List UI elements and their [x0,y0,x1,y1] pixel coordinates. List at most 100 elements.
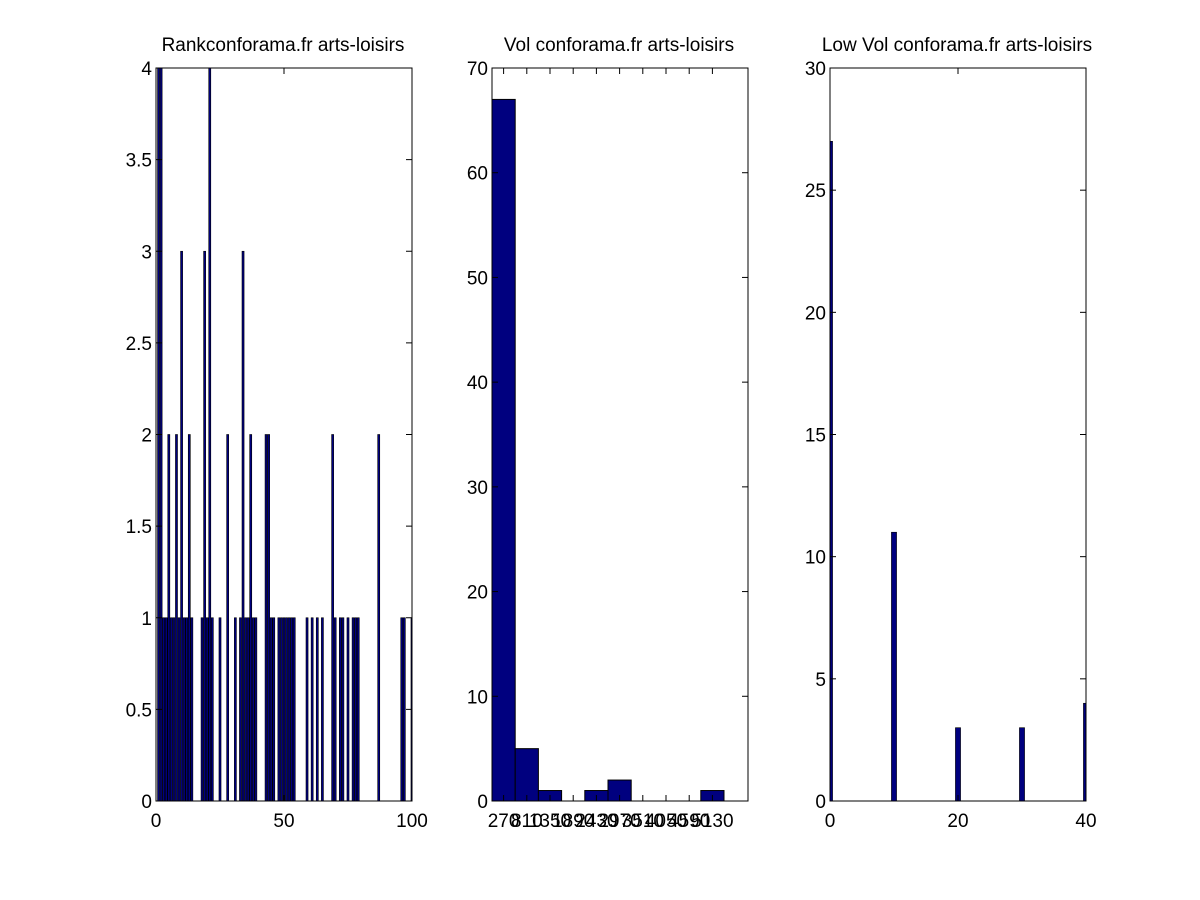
bar [955,727,961,802]
x-tick-label: 5130 [691,811,733,832]
bar [305,617,309,802]
y-tick-label: 2.5 [126,334,152,355]
bar [175,434,178,802]
y-tick-label: 3 [141,242,152,263]
bar [246,617,250,802]
y-tick-label: 10 [805,548,826,569]
bar [514,748,539,802]
y-tick-label: 20 [467,583,488,604]
subplot-vol-title: Vol conforama.fr arts-loisirs [504,35,734,56]
bar [254,617,258,802]
bar [205,617,209,802]
bar [333,617,337,802]
bar [177,617,181,802]
bar [203,250,206,802]
subplot-vol-ticks: 0102030405060702708101350189024302970351… [467,59,748,832]
bar [277,617,281,802]
subplot-vol: Vol conforama.fr arts-loisirs 0102030405… [467,35,749,832]
bar [239,617,242,802]
bar [164,617,168,802]
bar [187,434,191,802]
bar [251,617,255,802]
bar [356,617,360,802]
bar [310,617,314,802]
bar [244,617,247,802]
y-tick-label: 20 [805,303,826,324]
bar [162,617,166,802]
y-tick-label: 5 [815,670,826,691]
y-tick-label: 0 [815,792,826,813]
x-tick-label: 100 [396,811,428,832]
bar [1019,727,1025,802]
y-tick-label: 0.5 [126,700,152,721]
y-tick-label: 30 [467,478,488,499]
y-tick-label: 70 [467,59,488,80]
bar [200,617,204,802]
y-tick-label: 10 [467,687,488,708]
y-tick-label: 40 [467,373,488,394]
subplot-rank: Rankconforama.fr arts-loisirs 0 0.5 1 1.5 2 2… [126,35,428,832]
y-tick-label: 4 [141,59,152,80]
bar [282,617,286,802]
x-tick-label: 40 [1075,811,1096,832]
y-tick-label: 50 [467,268,488,289]
x-tick-label: 4050 [645,811,687,832]
bar [341,617,345,802]
x-tick-label: 810 [511,811,543,832]
subplot-lowvol-ticks: 0 5 10 15 20 25 30 0 20 40 [805,59,1097,832]
x-tick-label: 2970 [598,811,640,832]
bar [226,434,230,802]
x-tick-label: 0 [151,811,162,832]
bar [180,250,183,802]
subplot-rank-ticks: 0 0.5 1 1.5 2 2.5 3 3.5 4 0 50 100 [126,59,428,832]
bar [346,617,350,802]
bar [185,617,189,802]
bar [338,617,342,802]
bar [264,434,268,802]
bar [287,617,291,802]
x-tick-label: 4590 [668,811,710,832]
bar [190,617,194,802]
bar [285,617,288,802]
y-tick-label: 1 [141,609,152,630]
bar [292,617,296,802]
bar [891,531,897,802]
subplot-lowvol-title: Low Vol conforama.fr arts-loisirs [822,35,1092,56]
bar [267,434,270,802]
x-tick-label: 20 [947,811,968,832]
x-tick-label: 2430 [575,811,617,832]
bar [280,617,283,802]
x-tick-label: 3510 [622,811,664,832]
y-tick-label: 15 [805,426,826,447]
bar [167,434,171,802]
bar [290,617,294,802]
x-tick-label: 1350 [529,811,571,832]
x-tick-label: 1890 [552,811,594,832]
y-tick-label: 0 [141,792,152,813]
bar [269,617,273,802]
bar [172,617,176,802]
bar [272,617,276,802]
bar [241,250,245,802]
y-tick-label: 0 [477,792,488,813]
bar [182,617,186,802]
bar [351,617,355,802]
bar [400,617,404,802]
y-tick-label: 30 [805,59,826,80]
bar [210,617,214,802]
subplot-lowvol: Low Vol conforama.fr arts-loisirs 0 5 10 15… [805,35,1097,832]
subplot-rank-title: Rankconforama.fr arts-loisirs [162,35,405,56]
bar [218,617,222,802]
x-tick-label: 0 [825,811,836,832]
bar [377,434,381,802]
y-tick-label: 60 [467,164,488,185]
y-tick-label: 2 [141,426,152,447]
bar [354,617,358,802]
y-tick-label: 3.5 [126,151,152,172]
x-tick-label: 50 [273,811,294,832]
bar [208,67,212,802]
y-tick-label: 25 [805,181,826,202]
bar [491,98,516,802]
